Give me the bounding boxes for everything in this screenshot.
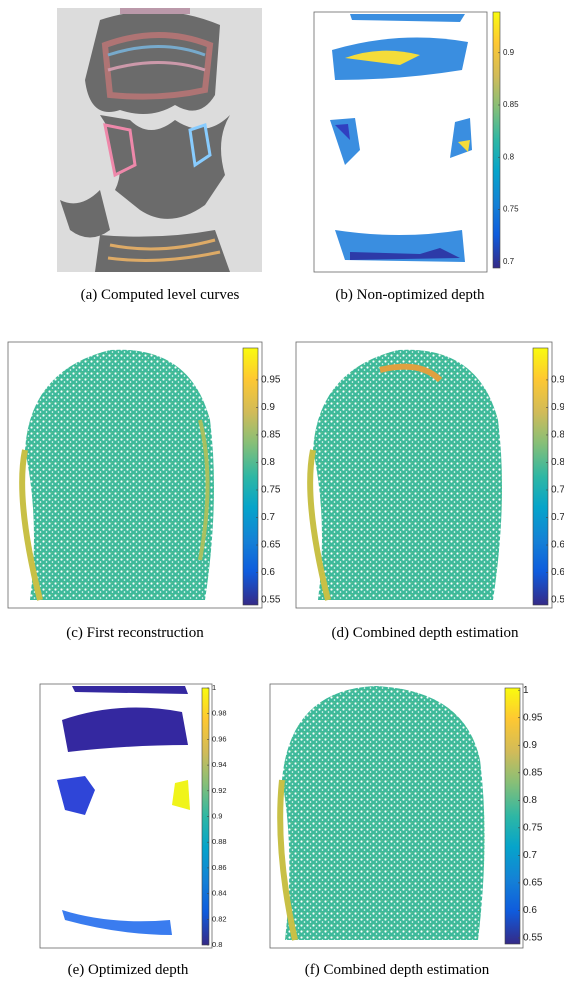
colorbar-tick-label: 0.98 (212, 709, 227, 718)
caption: (f) Combined depth estimation (305, 962, 490, 978)
figure: (a) Computed level curves (b) Non-optimi… (0, 0, 564, 985)
colorbar-tick-label: 0.85 (261, 430, 281, 441)
caption: (d) Combined depth estimation (331, 625, 519, 641)
image-c (8, 342, 262, 608)
image-d (296, 342, 552, 608)
colorbar-tick-label: 0.8 (212, 940, 222, 949)
page: (a) Computed level curves (b) Non-optimi… (0, 0, 564, 985)
colorbar-tick-label: 0.9 (523, 740, 537, 751)
colorbar-tick-label: 0.75 (261, 485, 281, 496)
colorbar-tick-label: 0.9 (551, 402, 564, 413)
colorbar-tick-label: 0.94 (212, 760, 227, 769)
colorbar-tick-label: 0.75 (551, 485, 564, 496)
image-e (40, 684, 212, 948)
colorbar-tick-label: 0.6 (551, 567, 564, 578)
caption: (a) Computed level curves (81, 287, 240, 303)
colorbar-tick-label: 0.8 (261, 457, 275, 468)
colorbar (505, 688, 520, 944)
colorbar-tick-label: 0.85 (523, 767, 543, 778)
caption: (c) First reconstruction (66, 625, 204, 641)
colorbar-tick-label: 0.65 (261, 540, 281, 551)
colorbar-tick-label: 0.95 (551, 375, 564, 386)
colorbar-tick-label: 0.95 (261, 375, 281, 386)
colorbar (493, 12, 500, 268)
colorbar-tick-label: 0.65 (523, 878, 543, 889)
colorbar-tick-label: 0.75 (523, 822, 543, 833)
colorbar-tick-label: 0.86 (212, 863, 227, 872)
image-a (57, 8, 262, 272)
colorbar-tick-label: 0.96 (212, 734, 227, 743)
colorbar-tick-label: 0.7 (523, 850, 537, 861)
colorbar-tick-label: 0.9 (503, 48, 515, 57)
colorbar-tick-label: 0.85 (503, 100, 519, 109)
colorbar-tick-label: 0.7 (261, 512, 275, 523)
colorbar-tick-label: 0.55 (261, 595, 281, 606)
colorbar-tick-label: 1 (523, 685, 529, 696)
colorbar-tick-label: 0.88 (212, 837, 227, 846)
colorbar (533, 348, 548, 605)
colorbar-tick-label: 0.6 (261, 567, 275, 578)
image-f (270, 684, 523, 948)
colorbar-tick-label: 0.7 (551, 512, 564, 523)
colorbar-tick-label: 0.75 (503, 205, 519, 214)
colorbar-tick-label: 0.95 (523, 712, 543, 723)
colorbar-tick-label: 0.92 (212, 786, 227, 795)
colorbar-tick-label: 0.6 (523, 905, 537, 916)
colorbar-tick-label: 0.8 (503, 152, 515, 161)
colorbar-tick-label: 0.9 (212, 811, 222, 820)
colorbar-tick-label: 0.9 (261, 402, 275, 413)
colorbar-tick-label: 0.85 (551, 430, 564, 441)
colorbar-tick-label: 1 (212, 683, 216, 692)
colorbar-tick-label: 0.65 (551, 540, 564, 551)
image-b (314, 12, 487, 272)
colorbar-tick-label: 0.82 (212, 914, 227, 923)
colorbar-tick-label: 0.55 (523, 933, 543, 944)
colorbar-tick-label: 0.55 (551, 595, 564, 606)
colorbar-tick-label: 0.8 (551, 457, 564, 468)
colorbar-tick-label: 0.7 (503, 257, 515, 266)
caption: (b) Non-optimized depth (335, 287, 485, 303)
colorbar-tick-label: 0.84 (212, 889, 227, 898)
caption: (e) Optimized depth (68, 962, 189, 978)
colorbar (243, 348, 258, 605)
colorbar-tick-label: 0.8 (523, 795, 537, 806)
